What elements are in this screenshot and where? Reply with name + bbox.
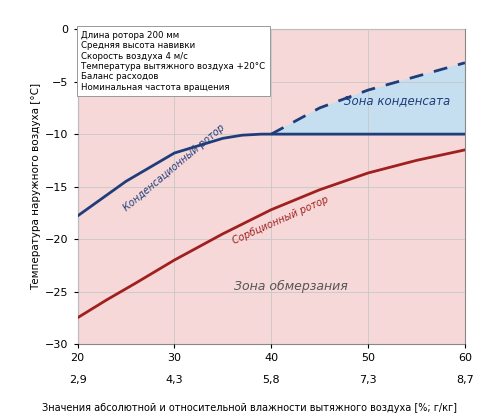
Text: Зона обмерзания: Зона обмерзания	[234, 280, 347, 293]
Text: 4,3: 4,3	[166, 374, 183, 384]
Text: Зона конденсата: Зона конденсата	[344, 94, 451, 107]
Text: Конденсационный ротор: Конденсационный ротор	[122, 123, 227, 213]
Text: Значения абсолютной и относительной влажности вытяжного воздуха [%; г/кг]: Значения абсолютной и относительной влаж…	[42, 403, 458, 413]
Text: 7,3: 7,3	[360, 374, 377, 384]
Text: Сорбционный ротор: Сорбционный ротор	[232, 194, 330, 246]
Text: 8,7: 8,7	[456, 374, 474, 384]
Y-axis label: Температура наружного воздуха [°С]: Температура наружного воздуха [°С]	[31, 83, 41, 290]
Text: 2,9: 2,9	[68, 374, 86, 384]
Text: Длина ротора 200 мм
Средняя высота навивки
Скорость воздуха 4 м/с
Температура вы: Длина ротора 200 мм Средняя высота навив…	[82, 31, 266, 92]
Text: 5,8: 5,8	[262, 374, 280, 384]
